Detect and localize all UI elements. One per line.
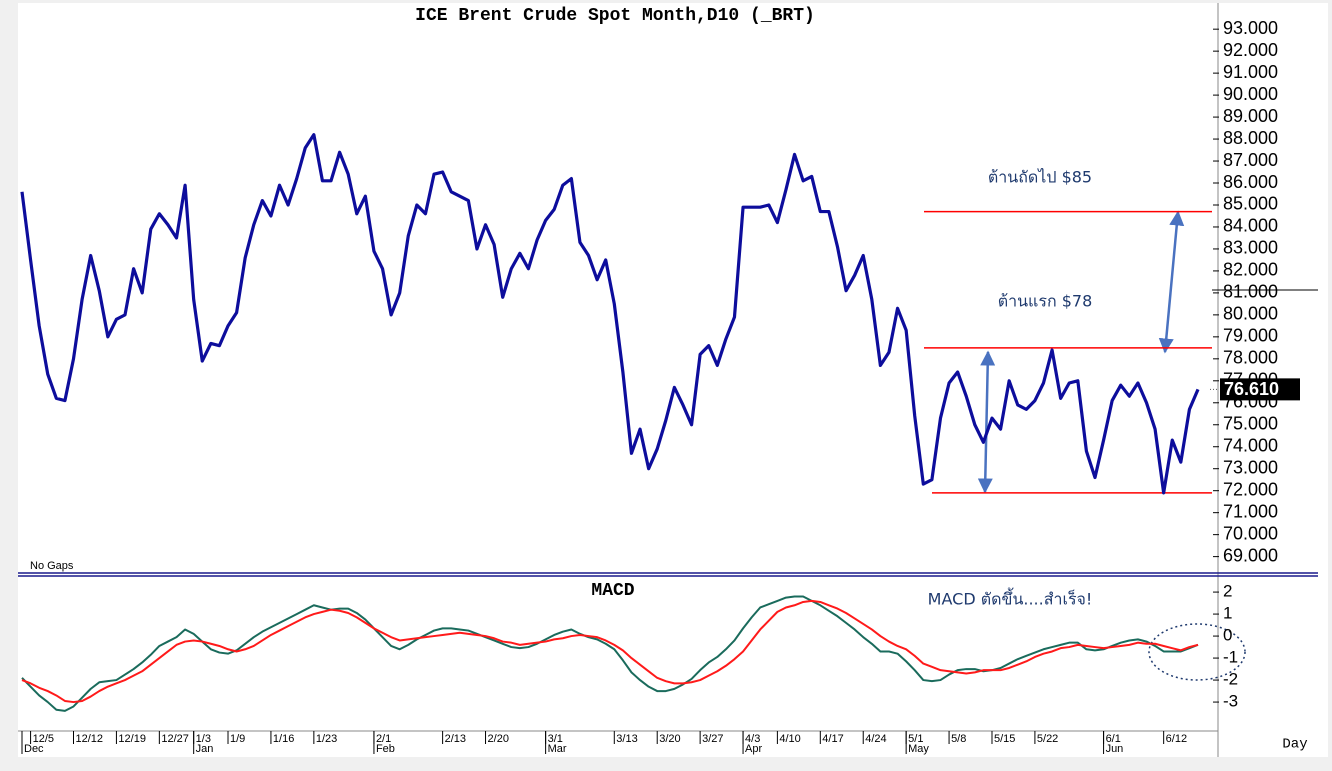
y-tick-label: -3	[1223, 692, 1238, 711]
y-tick-label: 91.000	[1223, 62, 1278, 82]
y-tick-label: 85.000	[1223, 194, 1278, 214]
x-tick-label: 1/23	[316, 733, 337, 745]
plot-background	[18, 3, 1328, 757]
x-tick-label: 5/15	[994, 733, 1015, 745]
x-tick-label: 3/13	[616, 733, 637, 745]
y-tick-label: 1	[1223, 604, 1232, 623]
x-tick-label: 5/8	[951, 733, 966, 745]
data-line	[21, 595, 1199, 712]
highlight-ellipse	[1148, 623, 1246, 681]
x-tick-label: 3/20	[659, 733, 680, 745]
data-line	[21, 599, 1199, 704]
y-tick-label: 93.000	[1223, 18, 1278, 38]
x-tick-label: 2/1	[376, 733, 391, 745]
x-tick-label: 4/10	[779, 733, 800, 745]
x-tick-label: 6/12	[1166, 733, 1187, 745]
range-arrow	[977, 350, 996, 494]
x-tick-label: 1/16	[273, 733, 294, 745]
y-tick-label: 75.000	[1223, 414, 1278, 434]
y-tick-label: 84.000	[1223, 216, 1278, 236]
x-axis-label: Day	[1282, 737, 1307, 753]
y-tick-label: 80.000	[1223, 304, 1278, 324]
y-tick-label: 86.000	[1223, 172, 1278, 192]
y-tick-label: -2	[1223, 670, 1238, 689]
y-tick-label: 83.000	[1223, 238, 1278, 258]
y-tick-label: 0	[1223, 626, 1232, 645]
annotation: ต้านถัดไป $85	[988, 168, 1092, 187]
y-tick-label: 88.000	[1223, 128, 1278, 148]
chart-title: ICE Brent Crude Spot Month,D10 (_BRT)	[415, 6, 815, 26]
y-tick-label: 81.000	[1223, 282, 1278, 302]
y-tick-label: 82.000	[1223, 260, 1278, 280]
month-label: May	[908, 743, 929, 755]
x-tick-label: 12/5	[33, 733, 54, 745]
x-tick-label: 1/3	[196, 733, 211, 745]
month-label: Feb	[376, 743, 395, 755]
x-tick-label: 2/20	[488, 733, 509, 745]
x-tick-label: 3/27	[702, 733, 723, 745]
y-tick-label: 89.000	[1223, 106, 1278, 126]
x-tick-label: 5/1	[908, 733, 923, 745]
annotation: ต้านแรก $78	[998, 292, 1093, 311]
y-tick-label: 2	[1223, 582, 1232, 601]
y-tick-label: 90.000	[1223, 84, 1278, 104]
last-value-label: 76.610	[1224, 379, 1279, 399]
macd-title: MACD	[591, 581, 634, 601]
y-tick-label: 70.000	[1223, 523, 1278, 543]
x-tick-label: 4/17	[822, 733, 843, 745]
x-tick-label: 2/13	[445, 733, 466, 745]
y-tick-label: 74.000	[1223, 435, 1278, 455]
month-label: Apr	[745, 743, 762, 755]
x-tick-label: 4/24	[865, 733, 886, 745]
y-tick-label: 78.000	[1223, 348, 1278, 368]
y-tick-label: 69.000	[1223, 545, 1278, 565]
y-tick-label: 79.000	[1223, 326, 1278, 346]
y-tick-label: 73.000	[1223, 457, 1278, 477]
x-tick-label: 3/1	[548, 733, 563, 745]
range-arrow	[1158, 210, 1185, 354]
x-tick-label: 6/1	[1106, 733, 1121, 745]
y-tick-label: 87.000	[1223, 150, 1278, 170]
y-tick-label: 71.000	[1223, 501, 1278, 521]
x-tick-label: 1/9	[230, 733, 245, 745]
x-tick-label: 12/19	[118, 733, 146, 745]
month-label: Mar	[548, 743, 567, 755]
data-line	[20, 133, 1200, 495]
month-label: Jun	[1106, 743, 1124, 755]
month-label: Dec	[24, 743, 44, 755]
month-label: Jan	[196, 743, 214, 755]
note: No Gaps	[30, 560, 74, 572]
y-tick-label: -1	[1223, 648, 1238, 667]
x-tick-label: 4/3	[745, 733, 760, 745]
last-value-box	[1220, 378, 1300, 401]
x-tick-label: 12/27	[161, 733, 189, 745]
annotation: MACD ตัดขึ้น....สำเร็จ!	[928, 588, 1093, 609]
x-tick-label: 12/12	[76, 733, 104, 745]
y-tick-label: 92.000	[1223, 40, 1278, 60]
x-tick-label: 5/22	[1037, 733, 1058, 745]
y-tick-label: 72.000	[1223, 479, 1278, 499]
